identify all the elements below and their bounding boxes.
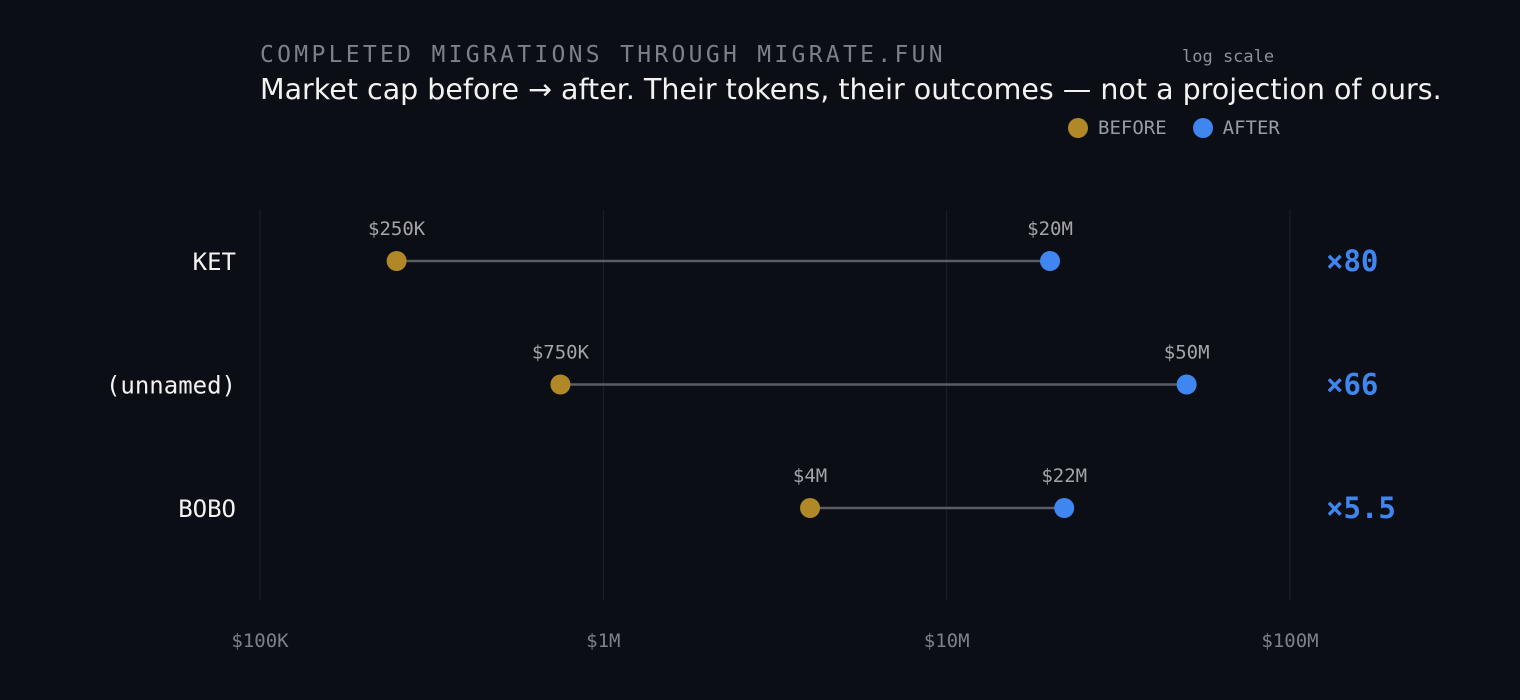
chart-rows: KET $250K $20M ×80 (unnamed) $750K $50M ×66 BOBO… — [106, 218, 1396, 525]
after-dot — [1176, 374, 1197, 395]
legend-item-before: BEFORE — [1068, 116, 1167, 140]
row-category-label: (unnamed) — [106, 372, 236, 400]
chart-row: KET $250K $20M ×80 — [193, 218, 1379, 278]
before-dot — [550, 374, 571, 395]
before-value-label: $4M — [793, 465, 827, 487]
after-value-label: $20M — [1027, 218, 1073, 240]
chart-eyebrow-title: COMPLETED MIGRATIONS THROUGH MIGRATE.FUN — [260, 42, 946, 68]
after-dot — [1054, 498, 1075, 518]
chart-subtitle: Market cap before → after. Their tokens,… — [260, 73, 1442, 106]
grid-layer — [259, 210, 1291, 600]
before-value-label: $250K — [368, 218, 426, 240]
row-category-label: BOBO — [178, 495, 236, 523]
multiplier-label: ×80 — [1326, 244, 1378, 278]
x-tick-label: $1M — [586, 630, 620, 652]
row-category-label: KET — [193, 248, 236, 276]
x-axis: $100K $1M $10M $100M — [231, 630, 1318, 652]
after-dot — [1040, 251, 1061, 271]
chart-row: (unnamed) $750K $50M ×66 — [106, 342, 1378, 402]
chart-row: BOBO $4M $22M ×5.5 — [178, 465, 1396, 525]
legend-swatch-before — [1068, 118, 1088, 138]
x-tick-label: $100K — [231, 630, 289, 652]
legend-label-after: AFTER — [1222, 117, 1280, 139]
x-tick-label: $100M — [1261, 630, 1318, 652]
before-dot — [386, 251, 407, 271]
before-value-label: $750K — [532, 342, 590, 364]
legend-label-before: BEFORE — [1098, 117, 1167, 139]
legend-item-after: AFTER — [1192, 116, 1280, 140]
x-tick-label: $10M — [924, 630, 970, 652]
multiplier-label: ×5.5 — [1326, 491, 1396, 525]
before-dot — [800, 498, 821, 518]
chart-legend: BEFORE AFTER — [1068, 116, 1306, 140]
after-value-label: $22M — [1041, 465, 1087, 487]
scale-note: log scale — [1182, 47, 1275, 67]
multiplier-label: ×66 — [1326, 368, 1378, 402]
after-value-label: $50M — [1164, 342, 1210, 364]
legend-swatch-after — [1192, 118, 1213, 138]
